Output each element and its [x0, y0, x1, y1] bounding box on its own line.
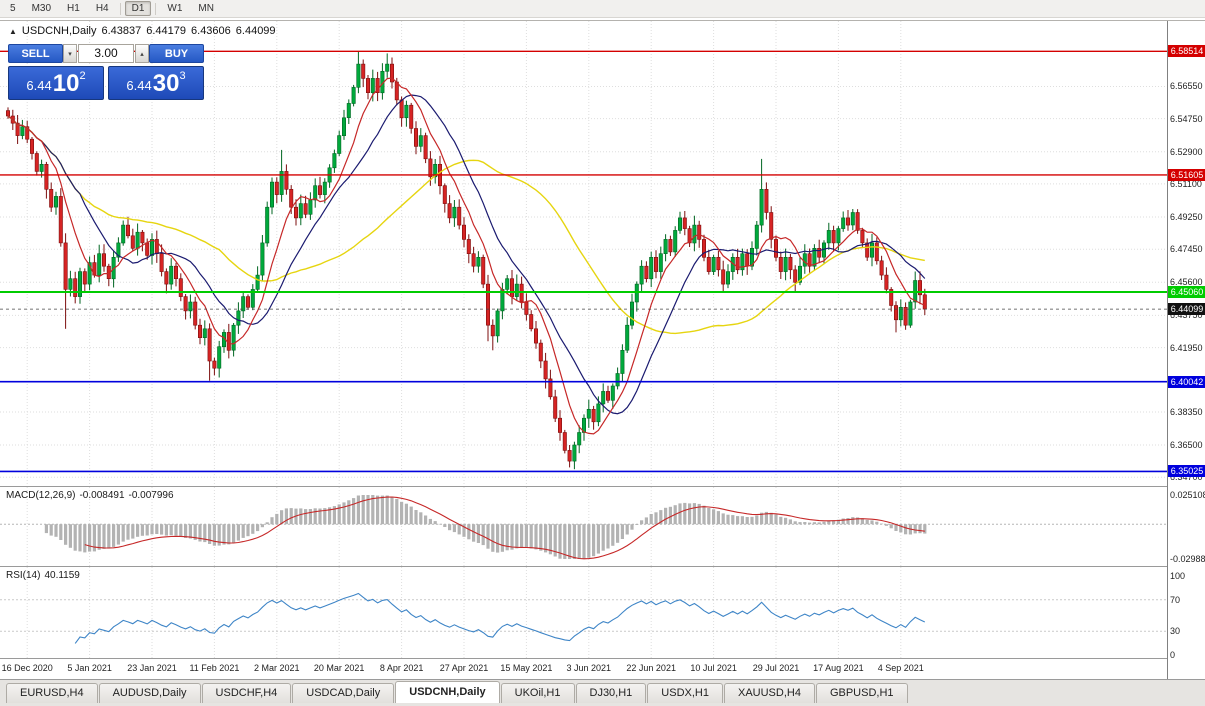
date-axis-label: 4 Sep 2021	[877, 663, 924, 673]
date-axis-label: 23 Jan 2021	[127, 663, 177, 673]
date-axis-label: 20 Mar 2021	[313, 663, 365, 673]
price-axis-label: 6.45600	[1170, 277, 1203, 288]
price-axis-label: 6.38350	[1170, 406, 1203, 417]
sell-price-display[interactable]: 6.44 10 2	[8, 66, 104, 100]
date-axis-label: 11 Feb 2021	[189, 663, 240, 673]
buy-price-display[interactable]: 6.44 30 3	[108, 66, 204, 100]
toolbar-separator	[119, 2, 121, 15]
price-level-badge: 6.51605	[1168, 168, 1205, 181]
date-axis-label: 16 Dec 2020	[1, 663, 53, 673]
rsi-axis-label: 30	[1170, 626, 1181, 637]
price-axis-label: 6.52900	[1170, 146, 1203, 157]
chart-ohlc-header: ▲ USDCNH,Daily 6.43837 6.44179 6.43606 6.4409…	[9, 25, 281, 37]
sell-button[interactable]: SELL	[8, 44, 63, 63]
macd-header: MACD(12,26,9) -0.008491 -0.007996	[6, 490, 178, 501]
price-axis-label: 6.36500	[1170, 440, 1203, 451]
toolbar-separator	[155, 2, 157, 15]
price-axis-label: 6.51100	[1170, 178, 1202, 189]
timeframe-button-5[interactable]: 5	[10, 3, 16, 14]
date-axis-label: 2 Mar 2021	[254, 663, 300, 673]
volume-increase-button[interactable]: ▴	[135, 44, 149, 63]
price-level-badge: 6.35025	[1168, 465, 1205, 478]
timeframe-button-d1[interactable]: D1	[124, 1, 152, 16]
rsi-axis-label: 100	[1170, 571, 1186, 581]
rsi-indicator-pane[interactable]: RSI(14) 40.1159	[0, 567, 1167, 659]
rsi-label: RSI(14)	[6, 570, 41, 581]
sell-price-pip: 2	[79, 70, 86, 82]
rsi-header: RSI(14) 40.1159	[6, 570, 84, 581]
date-axis-label: 8 Apr 2021	[379, 663, 424, 673]
timeframe-button-h1[interactable]: H1	[67, 3, 80, 14]
rsi-chart-canvas[interactable]	[0, 567, 1167, 658]
chart-tab-audusd[interactable]: AUDUSD,Daily	[98, 683, 201, 703]
buy-price-small: 6.44	[126, 78, 152, 93]
buy-price-pip: 3	[179, 70, 186, 82]
timeframe-button-m30[interactable]: M30	[31, 3, 52, 14]
macd-axis-min-label: -0.029888	[1170, 554, 1205, 564]
price-level-badge: 6.40042	[1168, 375, 1205, 388]
macd-label: MACD(12,26,9)	[6, 490, 76, 501]
chart-tab-xauusd[interactable]: XAUUSD,H4	[723, 683, 815, 703]
price-chart-pane[interactable]: ▲ USDCNH,Daily 6.43837 6.44179 6.43606 6.4409…	[0, 21, 1167, 487]
chart-tab-dj30[interactable]: DJ30,H1	[575, 683, 647, 703]
volume-input[interactable]: 3.00	[78, 44, 134, 63]
price-axis-label: 6.56550	[1170, 81, 1203, 92]
price-axis-label: 6.43750	[1170, 310, 1203, 321]
price-chart-canvas[interactable]	[0, 21, 1167, 486]
open-value: 6.43837	[101, 25, 142, 37]
sell-price-big: 10	[52, 70, 80, 97]
date-axis-label: 3 Jun 2021	[566, 663, 612, 673]
date-axis-label: 10 Jul 2021	[690, 663, 737, 673]
chart-tab-ukoil[interactable]: UKOil,H1	[500, 683, 575, 703]
timeframe-button-w1[interactable]: W1	[167, 3, 183, 14]
macd-chart-canvas[interactable]	[0, 487, 1167, 566]
macd-axis-max-label: 0.025108	[1170, 490, 1205, 500]
timeframe-button-h4[interactable]: H4	[95, 3, 109, 14]
chart-tab-bar: EURUSD,H4 AUDUSD,Daily USDCHF,H4 USDCAD,Dai…	[0, 679, 1205, 703]
chart-tab-gbpusd[interactable]: GBPUSD,H1	[815, 683, 908, 703]
date-axis-label: 17 Aug 2021	[813, 663, 864, 673]
price-level-badge: 6.45060	[1168, 285, 1205, 298]
date-axis-label: 27 Apr 2021	[439, 663, 489, 673]
macd-signal-value: -0.007996	[128, 490, 174, 501]
rsi-value: 40.1159	[44, 570, 80, 581]
date-axis[interactable]: 16 Dec 2020 5 Jan 2021 23 Jan 2021 11 Feb 2…	[0, 659, 1167, 679]
symbol-timeframe-label: USDCNH,Daily	[21, 25, 97, 37]
chart-tab-usdchf[interactable]: USDCHF,H4	[201, 683, 292, 703]
chart-tab-usdcnh[interactable]: USDCNH,Daily	[395, 681, 500, 703]
close-value: 6.44099	[235, 25, 276, 37]
rsi-axis-label: 0	[1170, 650, 1176, 660]
window-bottom-edge	[0, 703, 1205, 706]
collapse-triangle-icon[interactable]: ▲	[9, 27, 17, 36]
current-price-badge: 6.44099	[1168, 303, 1205, 316]
price-axis-label: 6.41950	[1170, 342, 1203, 353]
chart-tab-usdcad[interactable]: USDCAD,Daily	[292, 683, 395, 703]
chart-tab-usdx[interactable]: USDX,H1	[647, 683, 723, 703]
triangle-up-icon: ▴	[140, 50, 144, 58]
date-axis-label: 15 May 2021	[500, 663, 553, 673]
macd-value: -0.008491	[79, 490, 125, 501]
date-axis-label: 29 Jul 2021	[752, 663, 800, 673]
sell-price-small: 6.44	[26, 78, 52, 93]
buy-button[interactable]: BUY	[149, 44, 204, 63]
high-value: 6.44179	[146, 25, 187, 37]
low-value: 6.43606	[191, 25, 231, 37]
window-divider	[0, 20, 1205, 21]
price-level-badge: 6.58514	[1168, 45, 1205, 58]
rsi-axis-label: 70	[1170, 594, 1181, 605]
macd-indicator-pane[interactable]: MACD(12,26,9) -0.008491 -0.007996	[0, 487, 1167, 567]
date-axis-label: 22 Jun 2021	[626, 663, 676, 673]
one-click-trading-panel: SELL ▾ 3.00 ▴ BUY 6.44 10 2 6.44 30 3	[8, 44, 204, 100]
triangle-down-icon: ▾	[68, 50, 72, 58]
timeframe-button-mn[interactable]: MN	[198, 3, 214, 14]
price-axis-label: 6.47450	[1170, 244, 1203, 255]
date-axis-label: 5 Jan 2021	[67, 663, 112, 673]
price-axis-label: 6.54750	[1170, 113, 1203, 124]
timeframe-toolbar: 5 M30 H1 H4 D1 W1 MN	[0, 0, 1205, 18]
volume-decrease-button[interactable]: ▾	[63, 44, 77, 63]
price-axis[interactable]: 6.56550 6.54750 6.52900 6.51100 6.49250 6.474…	[1167, 21, 1205, 679]
price-axis-label: 6.49250	[1170, 212, 1203, 222]
chart-tab-eurusd[interactable]: EURUSD,H4	[6, 683, 98, 703]
buy-price-big: 30	[152, 70, 180, 97]
